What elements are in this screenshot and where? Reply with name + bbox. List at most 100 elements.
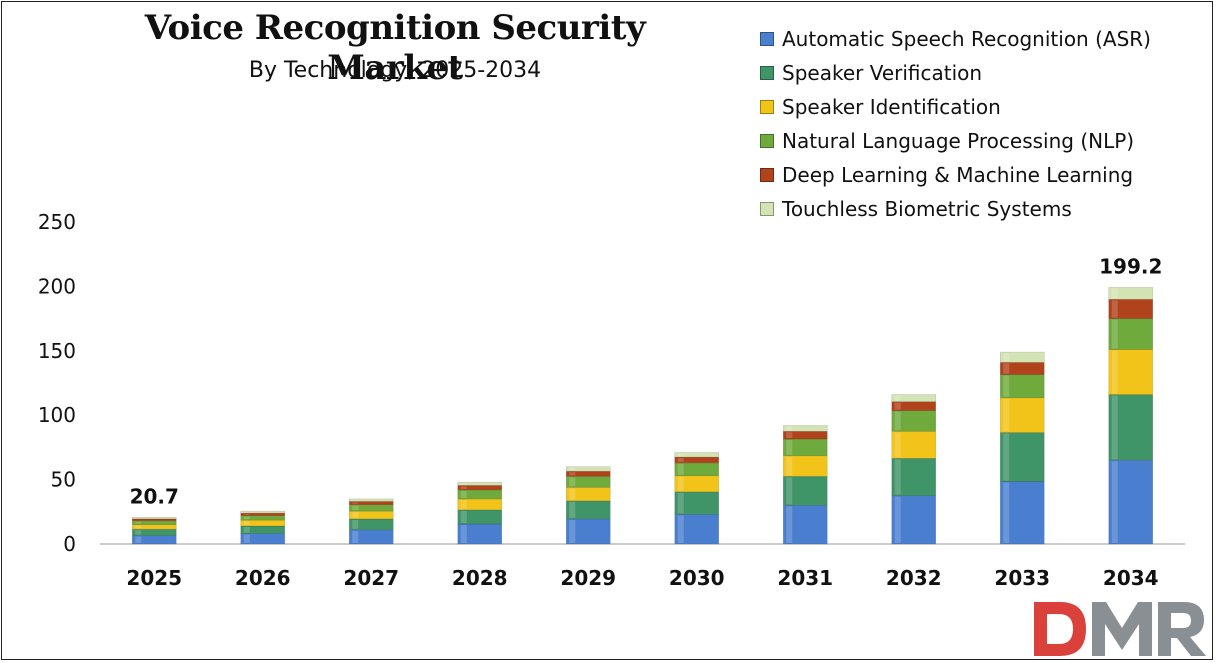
bar-segment-highlight [1003,433,1010,481]
dmr-logo [1034,602,1206,656]
legend-label: Automatic Speech Recognition (ASR) [782,27,1151,51]
legend-swatch [760,202,774,216]
bar-segment-highlight [243,516,250,520]
x-tick-label: 2027 [343,566,399,590]
bar-segment-highlight [569,467,576,471]
bar-segment [457,481,503,486]
bar-segment-highlight [243,534,250,543]
legend-swatch [760,66,774,80]
bar-segment-highlight [569,477,576,487]
bar-segment-highlight [786,456,793,476]
bar-segment [891,495,937,545]
legend-label: Natural Language Processing (NLP) [782,129,1135,153]
legend-swatch [760,100,774,114]
y-tick-label: 250 [38,210,76,234]
bar-segment [782,505,828,545]
bar-segment [999,351,1045,363]
bar-segment-highlight [1111,300,1118,318]
x-tick-label: 2026 [235,566,291,590]
bar-segment-highlight [460,525,467,543]
bar-segment [891,430,937,459]
bar-segment-highlight [894,411,901,431]
legend-swatch [760,32,774,46]
y-tick-label: 150 [38,339,76,363]
legend: Automatic Speech Recognition (ASR) Speake… [760,22,1151,226]
bar-segment-highlight [352,499,359,501]
bar-segment-highlight [894,459,901,495]
bar-segment-highlight [243,514,250,515]
bar-segment-highlight [135,525,142,529]
bar-segment-highlight [569,472,576,476]
bar-segment-highlight [460,486,467,489]
bar-segment-highlight [786,426,793,431]
bar-segment [565,466,611,472]
bar-segment-highlight [352,530,359,543]
legend-item: Natural Language Processing (NLP) [760,124,1151,158]
bar-segment-highlight [569,519,576,543]
x-tick-label: 2032 [886,566,942,590]
bar-segment-highlight [460,490,467,498]
y-tick-label: 200 [38,274,76,298]
dmr-logo-mark [1034,602,1206,656]
legend-item: Speaker Identification [760,90,1151,124]
bar-segment [999,397,1045,433]
chart-title: Voice Recognition Security Market [144,8,646,88]
legend-item: Touchless Biometric Systems [760,192,1151,226]
bar-segment [1108,394,1154,461]
bar-segment-highlight [352,505,359,511]
bar-segment-highlight [786,506,793,543]
data-label-total: 20.7 [130,484,179,508]
x-tick-label: 2030 [669,566,725,590]
bar-segment-highlight [677,492,684,514]
legend-label: Deep Learning & Machine Learning [782,163,1134,187]
bar-segment-highlight [1003,353,1010,362]
chart-subtitle: By Technology, 2025-2034 [248,58,542,83]
x-tick-label: 2029 [560,566,616,590]
bar-segment [782,438,828,457]
bar-segment-highlight [786,432,793,439]
x-tick-label: 2033 [994,566,1050,590]
y-tick-label: 100 [38,403,76,427]
bar-segment-highlight [677,515,684,543]
bar-segment [782,476,828,506]
bar-segment-highlight [1111,288,1118,299]
bar-segment [348,498,394,502]
data-label-total: 199.2 [1099,254,1162,278]
y-tick-label: 0 [63,532,76,556]
bar-segment [240,510,286,514]
bar-segment-highlight [569,488,576,500]
bar-segment-highlight [677,453,684,457]
bar-segment-highlight [894,402,901,410]
y-tick-label: 50 [51,468,76,492]
bar-segment-highlight [677,476,684,491]
bar-segment-highlight [352,519,359,529]
bar-segment [1108,287,1154,300]
legend-label: Speaker Verification [782,61,983,85]
bar-segment-highlight [894,395,901,401]
bar-segment-highlight [460,510,467,524]
bar-segment-highlight [1003,363,1010,374]
bar-segment-highlight [135,530,142,535]
bar-segment [999,481,1045,545]
x-tick-label: 2031 [777,566,833,590]
bar-segment-highlight [1111,319,1118,349]
legend-label: Touchless Biometric Systems [782,197,1072,221]
bar-segment [674,514,720,545]
bar-segment-highlight [243,526,250,533]
bar-segment-highlight [894,496,901,543]
bar-segment-highlight [569,501,576,518]
legend-item: Automatic Speech Recognition (ASR) [760,22,1151,56]
bar-segment [782,425,828,432]
x-tick-label: 2034 [1103,566,1159,590]
bar-segment-highlight [1003,482,1010,543]
bar-segment-highlight [677,458,684,462]
bar-segment [999,432,1045,482]
legend-label: Speaker Identification [782,95,1001,119]
bar-segment-highlight [1003,375,1010,397]
bar-segment [891,394,937,402]
bar-segment-highlight [352,512,359,518]
bar-segment-highlight [1111,350,1118,394]
bar-segment-highlight [786,477,793,505]
